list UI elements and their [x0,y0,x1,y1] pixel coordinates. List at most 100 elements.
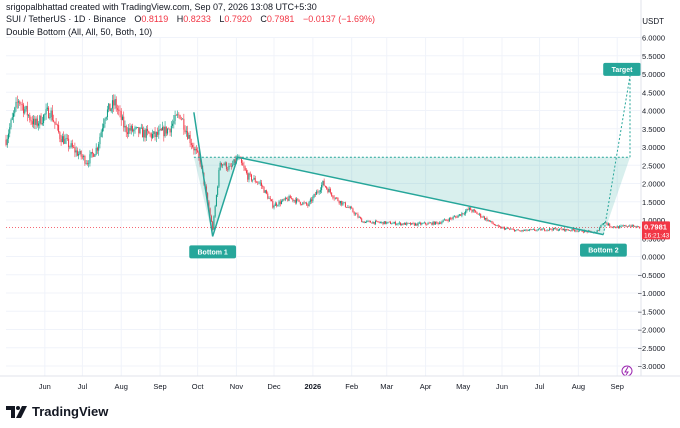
candle-body [61,136,63,143]
candle-body [348,207,350,209]
candle-body [532,229,534,230]
candle-body [30,119,32,122]
candle-body [507,228,509,229]
candle-body [195,148,197,151]
candle-body [323,180,325,186]
y-tick-label: 5.5000 [642,52,665,61]
candle-body [267,193,269,199]
candle-body [103,123,105,129]
candle-body [18,101,20,103]
indicator-label[interactable]: Double Bottom (All, All, 50, Both, 10) [6,27,153,37]
candle-body [410,223,412,225]
candle-body [606,223,608,226]
x-tick-label: Nov [230,382,244,391]
candle-body [162,127,164,131]
candle-body [531,229,533,230]
candle-body [302,202,304,205]
candle-body [465,211,467,214]
candle-body [262,185,264,187]
last-price-countdown: 16:21:43 [644,232,670,239]
candle-body [564,228,566,231]
candle-body [456,216,458,218]
candle-body [307,204,309,206]
candle-body [198,151,200,157]
candle-body [6,138,8,145]
candle-body [183,118,185,130]
candle-body [164,126,166,137]
candle-body [193,146,195,151]
candle-body [485,218,487,220]
candle-body [609,223,611,227]
candle-body [188,134,190,139]
candle-body [632,224,634,227]
candle-body [108,103,110,110]
y-tick-label: 5.0000 [642,70,665,79]
candle-body [576,230,578,232]
candle-body [184,129,186,133]
candle-body [413,223,415,226]
candle-body [53,120,55,122]
candle-body [98,144,100,151]
close-value: 0.7981 [266,14,295,24]
candle-body [364,221,366,223]
candle-body [511,228,513,230]
candle-body [379,222,381,223]
candle-body [476,212,478,215]
candle-body [248,173,250,180]
candle-body [266,190,268,194]
candle-body [376,220,378,222]
candle-body [388,221,390,223]
candle-body [46,107,48,110]
candle-body [13,113,15,118]
candle-body [213,216,215,230]
candle-body [11,117,13,120]
x-tick-label: Jun [496,382,508,391]
candle-body [401,223,403,225]
candle-body [319,190,321,192]
candle-body [540,228,542,231]
candle-body [230,166,232,167]
candle-body [619,225,621,229]
candle-body [31,121,33,125]
replay-icon[interactable] [621,365,633,377]
candle-body [44,114,46,115]
candle-body [527,230,529,231]
candle-body [312,196,314,202]
candle-body [261,182,263,186]
candle-body [123,116,125,128]
candle-body [344,202,346,207]
candle-body [381,221,383,223]
candle-body [252,179,254,181]
candle-body [403,222,405,225]
y-tick-label: 2.0000 [642,180,665,189]
candle-body [126,132,128,134]
price-chart[interactable]: Bottom 1 Bottom 2 Target USDT 6.0000 5.5000 5… [0,0,680,400]
candle-body [450,218,452,219]
candle-body [526,229,528,231]
candle-body [86,163,88,164]
candle-body [192,145,194,147]
candle-body [273,205,275,208]
candle-body [461,213,463,216]
candle-body [85,163,87,164]
candle-body [25,105,27,110]
candle-body [105,117,107,119]
tradingview-logo[interactable]: TradingView [6,404,108,419]
candle-body [289,196,291,199]
candle-body [503,227,505,230]
candle-body [38,123,40,126]
candle-body [63,136,65,144]
symbol-title[interactable]: SUI / TetherUS · 1D · Binance [6,14,126,24]
candle-body [571,228,573,231]
target-label: Target [612,67,634,74]
candle-body [441,222,443,224]
candle-body [565,229,567,231]
candle-body [597,230,599,231]
candle-body [220,162,222,166]
candle-body [180,118,182,120]
candle-body [286,197,288,199]
candle-body [187,131,189,139]
candle-body [118,109,120,111]
candle-body [391,223,393,225]
candle-body [492,223,494,225]
